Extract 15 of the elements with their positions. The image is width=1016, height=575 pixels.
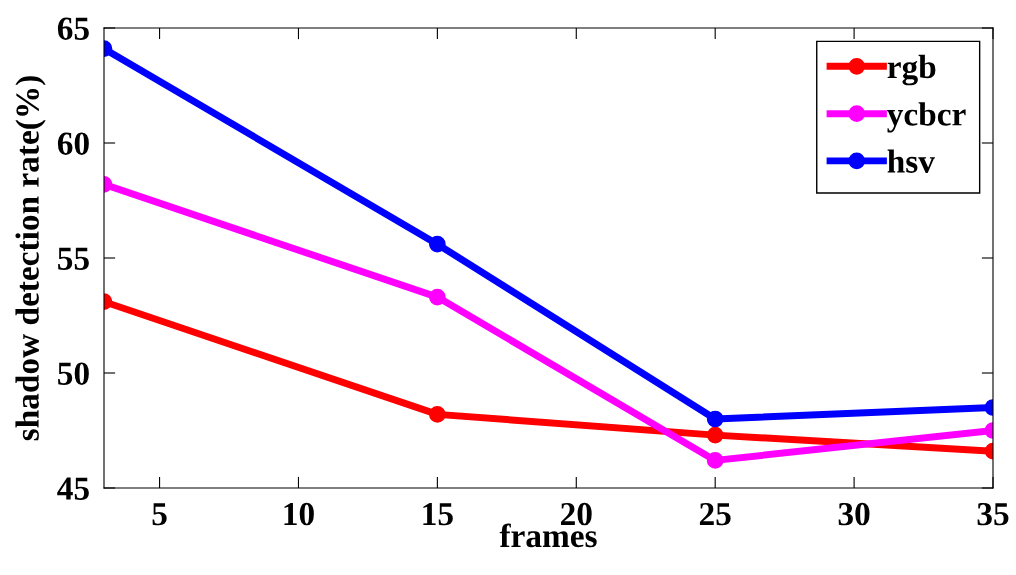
legend-label: rgb — [887, 54, 936, 86]
x-tick-label: 25 — [699, 502, 731, 526]
legend-label: hsv — [887, 149, 935, 173]
y-tick-label: 45 — [57, 477, 89, 500]
legend-label: ycbcr — [887, 102, 966, 133]
x-tick-label: 30 — [838, 502, 870, 526]
x-tick-label: 5 — [152, 503, 167, 526]
y-tick-label: 65 — [57, 17, 89, 40]
x-tick-label: 35 — [977, 502, 1009, 526]
y-tick-label: 50 — [58, 362, 89, 385]
y-axis-title: shadow detection rate(%) — [15, 76, 46, 441]
y-tick-label: 60 — [57, 132, 89, 155]
x-tick-label: 10 — [284, 502, 314, 526]
y-tick-label: 55 — [58, 247, 89, 270]
x-tick-label: 15 — [423, 503, 453, 526]
